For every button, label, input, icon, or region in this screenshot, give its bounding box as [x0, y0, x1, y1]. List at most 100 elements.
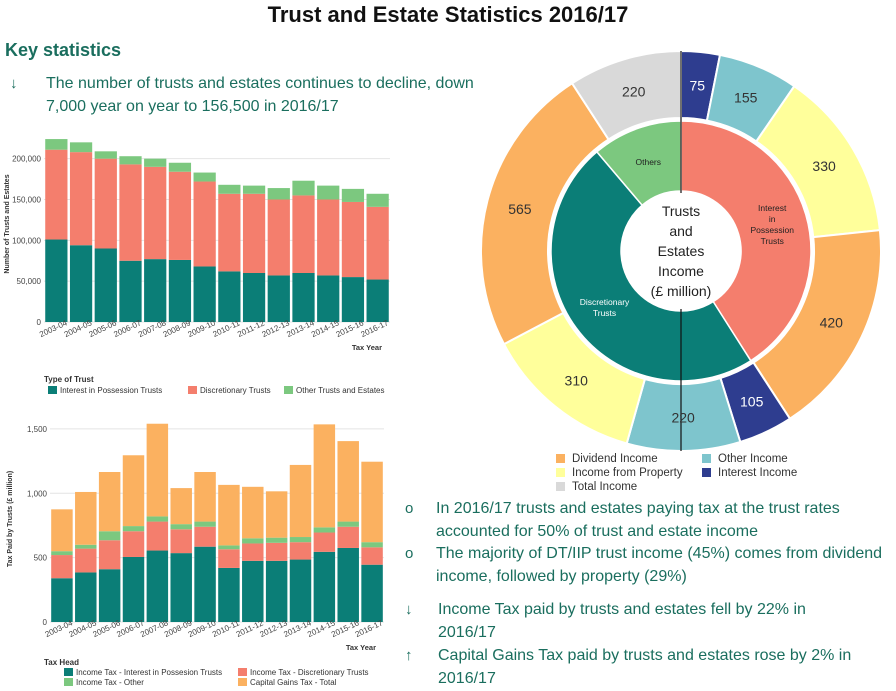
bar-segment — [289, 559, 312, 622]
legend-label: Income from Property — [572, 467, 683, 479]
bar-segment — [289, 537, 312, 543]
donut-value-label: 310 — [565, 372, 589, 388]
bottom-bullet-2: o The majority of DT/IIP trust income (4… — [405, 542, 891, 588]
bar-segment — [289, 542, 312, 560]
bar-segment — [242, 273, 266, 322]
donut-value-label: 155 — [734, 90, 758, 106]
bar-segment — [265, 491, 288, 538]
bar-segment — [98, 472, 121, 532]
legend-swatch — [556, 482, 565, 491]
bar-segment — [337, 526, 359, 548]
bar-segment — [193, 172, 216, 182]
legend-swatch — [188, 386, 197, 394]
circle-bullet-icon: o — [405, 545, 414, 562]
bar-segment — [94, 158, 117, 249]
bar-segment — [144, 166, 167, 260]
legend-label: Total Income — [572, 481, 637, 493]
bar-segment — [218, 484, 240, 546]
legend-label: Other Trusts and Estates — [296, 386, 384, 395]
y-tick-label: 200,000 — [12, 155, 41, 164]
up-arrow-icon: ↑ — [405, 647, 413, 664]
bar-segment — [194, 472, 216, 522]
bar-segment — [45, 239, 68, 322]
bar-segment — [75, 548, 97, 573]
bar-segment — [170, 553, 192, 622]
bar-segment — [193, 266, 216, 322]
bar-segment — [119, 260, 142, 322]
bar-segment — [292, 195, 315, 273]
bar-segment — [98, 569, 121, 622]
circle-bullet-icon: o — [405, 500, 414, 517]
bar-segment — [75, 491, 97, 545]
bar-segment — [265, 542, 288, 561]
bullet-text: Income Tax paid by trusts and estates fe… — [438, 601, 806, 641]
y-tick-label: 1,500 — [27, 425, 48, 434]
bullet-text: In 2016/17 trusts and estates paying tax… — [436, 500, 840, 540]
key-statistics-heading: Key statistics — [5, 40, 122, 60]
bar-segment — [119, 164, 142, 261]
donut-group-label: Interest — [758, 203, 787, 213]
bar-segment — [146, 423, 169, 517]
bar-segment — [51, 578, 73, 622]
legend-swatch — [284, 386, 293, 394]
bar-segment — [144, 259, 167, 322]
donut-outer-slice — [480, 81, 610, 346]
legend-swatch — [238, 668, 247, 676]
donut-inner-slice — [550, 150, 752, 382]
bar-segment — [98, 531, 121, 541]
x-axis-title: Tax Year — [352, 343, 382, 352]
bar-segment — [313, 424, 336, 528]
key-stat-text: The number of trusts and estates continu… — [46, 75, 474, 115]
bar-segment — [122, 556, 145, 622]
bar-segment — [361, 564, 383, 622]
bar-segment — [194, 521, 216, 527]
legend-swatch — [64, 678, 73, 686]
x-axis-title: Tax Year — [346, 643, 376, 652]
donut-value-label: 420 — [820, 315, 844, 331]
bar-segment — [267, 188, 290, 200]
legend-swatch — [48, 386, 57, 394]
bar-segment — [45, 139, 68, 150]
bar-segment — [242, 486, 264, 539]
page-title: Trust and Estate Statistics 2016/17 — [267, 2, 629, 27]
bar-segment — [146, 550, 169, 622]
bar-segment — [341, 201, 365, 278]
legend-swatch — [238, 678, 247, 686]
bar-segment — [218, 184, 241, 194]
y-tick-label: 150,000 — [12, 196, 41, 205]
donut-center-label: Estates — [658, 243, 705, 259]
y-tick-label: 0 — [43, 618, 48, 627]
down-arrow-icon: ↓ — [405, 601, 413, 618]
bar-segment — [122, 526, 145, 532]
bar-segment — [69, 245, 93, 322]
legend-label: Other Income — [718, 453, 788, 465]
bar-segment — [337, 547, 359, 622]
legend-swatch — [64, 668, 73, 676]
bar-segment — [144, 158, 167, 167]
bar-segment — [51, 551, 73, 556]
bar-segment — [146, 521, 169, 551]
legend-swatch — [556, 454, 565, 463]
donut-value-label: 330 — [812, 158, 836, 174]
donut-value-label: 565 — [508, 201, 532, 217]
bar-segment — [98, 540, 121, 570]
y-tick-label: 0 — [37, 318, 42, 327]
donut-center-label: (£ million) — [651, 283, 712, 299]
y-axis-title: Tax Paid by Trusts (£ million) — [7, 471, 14, 567]
bar-segment — [361, 547, 383, 565]
bar-segment — [265, 560, 288, 622]
y-tick-label: 50,000 — [17, 277, 42, 286]
y-tick-label: 1,000 — [27, 489, 48, 498]
bar-segment — [313, 551, 336, 622]
bar-segment — [242, 193, 266, 273]
bar-segment — [317, 275, 340, 322]
legend-label: Discretionary Trusts — [200, 386, 271, 395]
bar-segment — [337, 521, 359, 527]
y-tick-label: 100,000 — [12, 236, 41, 245]
bar-segment — [361, 542, 383, 548]
bar-segment — [317, 185, 340, 200]
bar-segment — [341, 188, 365, 202]
donut-center-label: Income — [658, 263, 704, 279]
bar-segment — [366, 206, 389, 280]
donut-group-label: Discretionary — [580, 297, 630, 307]
